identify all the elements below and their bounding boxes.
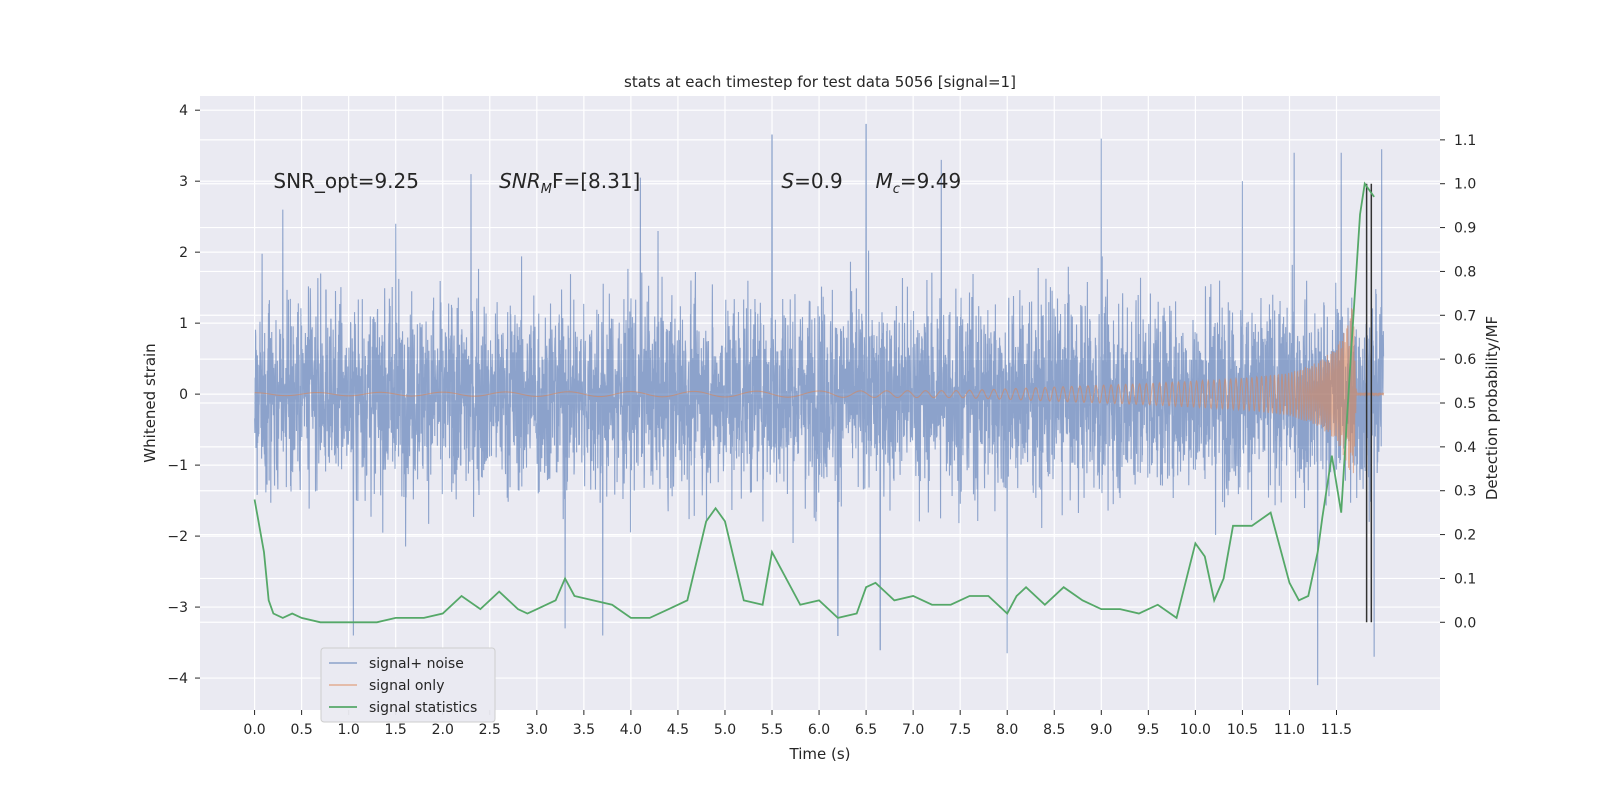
x-tick-label: 5.0 <box>714 722 736 738</box>
right-y-axis-label: Detection probability/MF <box>1483 316 1501 500</box>
x-tick-label: 7.0 <box>902 722 924 738</box>
x-tick-label: 8.5 <box>1043 722 1065 738</box>
right-y-tick-label: 1.0 <box>1454 177 1476 193</box>
annotation-text: Mc=9.49 <box>876 169 962 197</box>
x-tick-label: 11.0 <box>1274 722 1305 738</box>
x-tick-label: 2.0 <box>432 722 454 738</box>
signal-only-line <box>254 308 1385 474</box>
chart-title: stats at each timestep for test data 505… <box>624 73 1016 91</box>
y-axis-label: Whitened strain <box>141 343 159 462</box>
x-tick-label: 6.0 <box>808 722 830 738</box>
y-tick-label: 0 <box>179 387 188 403</box>
legend: signal+ noise signal only signal statist… <box>320 647 496 723</box>
annotation-text: S=0.9 <box>781 169 842 193</box>
plot-area <box>253 123 1385 686</box>
y-tick-label: −1 <box>167 458 188 474</box>
legend-item: signal statistics <box>329 700 477 716</box>
x-tick-label: 9.0 <box>1090 722 1112 738</box>
y-tick-label: 3 <box>179 174 188 190</box>
x-tick-label: 1.5 <box>385 722 407 738</box>
right-y-tick-label: 0.4 <box>1454 440 1476 456</box>
x-tick-label: 9.5 <box>1137 722 1159 738</box>
x-tick-label: 11.5 <box>1321 722 1352 738</box>
right-y-tick-label: 0.5 <box>1454 396 1476 412</box>
y-axis-ticks: 4 3 2 1 0 −1 −2 −3 −4 <box>167 103 200 687</box>
annotation-text: SNRMF=[8.31] <box>499 169 640 197</box>
signal-plus-noise-series <box>254 123 1385 686</box>
y-tick-label: 4 <box>179 103 188 119</box>
x-tick-label: 2.5 <box>479 722 501 738</box>
y-tick-label: −3 <box>167 600 188 616</box>
x-tick-label: 4.5 <box>667 722 689 738</box>
legend-item: signal only <box>329 678 444 694</box>
signal-statistics-line <box>253 181 1375 624</box>
y-tick-label: −4 <box>167 671 188 687</box>
x-tick-label: 4.0 <box>620 722 642 738</box>
annotations: SNR_opt=9.25 SNRMF=[8.31] S=0.9 Mc=9.49 <box>273 169 961 197</box>
x-axis-label: Time (s) <box>789 745 851 763</box>
x-tick-label: 3.0 <box>526 722 548 738</box>
x-axis-ticks: 0.0 0.5 1.0 1.5 2.0 2.5 3.0 3.5 4.0 4.5 5.0 5.5 6.0 6… <box>243 710 1352 738</box>
y-tick-label: −2 <box>167 529 188 545</box>
x-tick-label: 0.5 <box>290 722 312 738</box>
signal-only-series <box>254 308 1385 474</box>
right-y-tick-label: 0.0 <box>1454 615 1476 631</box>
legend-label: signal only <box>369 678 444 694</box>
x-tick-label: 1.0 <box>338 722 360 738</box>
x-tick-label: 10.0 <box>1180 722 1211 738</box>
right-y-axis-ticks: 1.1 1.0 0.9 0.8 0.7 0.6 0.5 0.4 0.3 0.2 0.1 0.0 <box>1440 133 1476 631</box>
vertical-markers <box>1365 183 1373 623</box>
right-y-tick-label: 0.2 <box>1454 528 1476 544</box>
x-tick-label: 3.5 <box>573 722 595 738</box>
legend-item: signal+ noise <box>329 656 464 672</box>
x-tick-label: 6.5 <box>855 722 877 738</box>
x-tick-label: 5.5 <box>761 722 783 738</box>
right-y-tick-label: 0.1 <box>1454 571 1476 587</box>
x-tick-label: 10.5 <box>1227 722 1258 738</box>
y-tick-label: 1 <box>179 316 188 332</box>
x-tick-label: 7.5 <box>949 722 971 738</box>
signal-statistics-series <box>253 181 1375 624</box>
right-y-tick-label: 0.3 <box>1454 484 1476 500</box>
annotation-text: SNR_opt=9.25 <box>273 169 419 193</box>
x-tick-label: 0.0 <box>243 722 265 738</box>
legend-label: signal statistics <box>369 700 477 716</box>
right-y-tick-label: 0.8 <box>1454 264 1476 280</box>
right-y-tick-label: 0.7 <box>1454 308 1476 324</box>
y-tick-label: 2 <box>179 245 188 261</box>
x-tick-label: 8.0 <box>996 722 1018 738</box>
right-y-tick-label: 0.9 <box>1454 221 1476 237</box>
right-y-tick-label: 0.6 <box>1454 352 1476 368</box>
right-y-tick-label: 1.1 <box>1454 133 1476 149</box>
legend-box <box>320 647 496 723</box>
legend-label: signal+ noise <box>369 656 464 672</box>
signal-plus-noise-line <box>254 123 1385 686</box>
